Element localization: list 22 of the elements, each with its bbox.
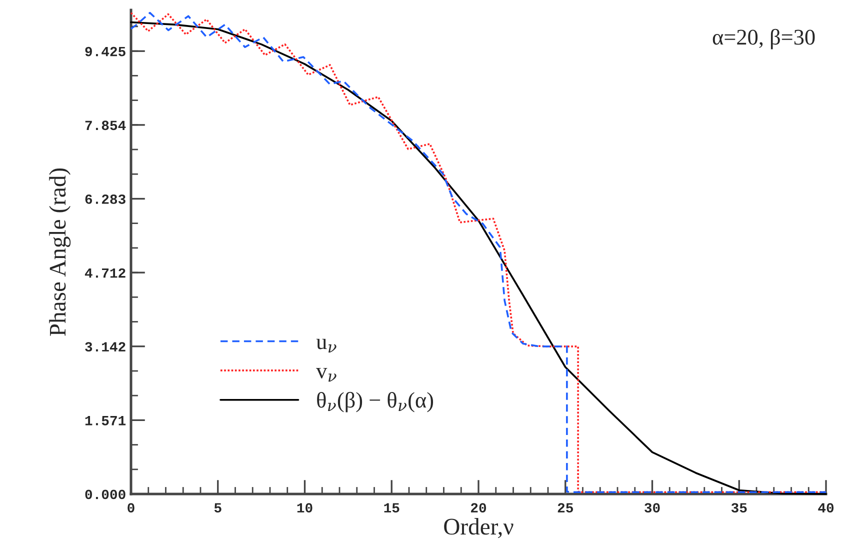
x-tick-label: 0 — [128, 503, 134, 513]
x-tick-label: 10 — [297, 503, 312, 513]
y-tick-label: 4.712 — [84, 268, 126, 278]
y-tick-label: 0.000 — [85, 490, 126, 500]
x-tick-label: 15 — [384, 503, 400, 513]
x-tick-label: 35 — [731, 503, 747, 513]
annotation: α=20, β=30 — [712, 28, 815, 50]
y-tick-label: 7.854 — [85, 120, 126, 130]
x-tick-label: 30 — [644, 503, 660, 513]
x-tick-label: 25 — [558, 503, 573, 513]
y-axis-title: Phase Angle (rad) — [49, 168, 71, 336]
y-tick-label: 1.571 — [85, 416, 126, 426]
legend-label: v$_{ν}$ — [316, 368, 336, 382]
x-axis-title: Order,ν — [444, 518, 514, 538]
legend-label: θ$_{ν}$(β) − θ$_{ν}$(α) — [317, 392, 434, 412]
y-tick-label: 6.283 — [85, 194, 126, 204]
x-tick-label: 5 — [214, 503, 222, 513]
y-tick-label: 3.142 — [85, 342, 126, 352]
x-tick-label: 20 — [471, 503, 486, 513]
y-tick-label: 9.425 — [85, 46, 126, 56]
legend-label: u$_{ν}$ — [316, 338, 336, 352]
x-tick-label: 40 — [818, 503, 834, 513]
